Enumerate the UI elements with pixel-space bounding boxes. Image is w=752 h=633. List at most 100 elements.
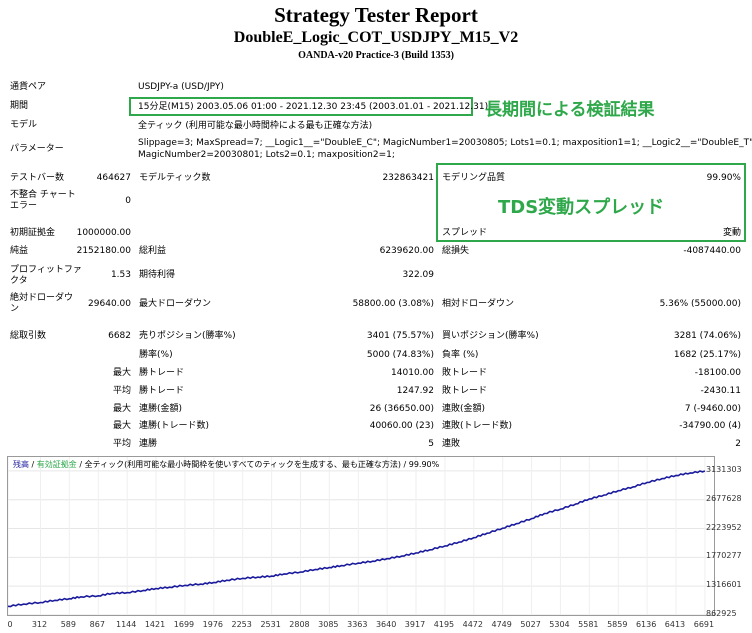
avg-win-label: 勝トレード [139, 386, 185, 396]
gross-profit-value: 6239620.00 [379, 246, 434, 256]
x-tick-label: 4472 [462, 620, 483, 629]
max-word-1: 最大 [112, 368, 131, 378]
quality-label: モデリング品質 [442, 173, 506, 183]
y-tick-label: 1770277 [706, 551, 742, 561]
x-tick-label: 3917 [404, 620, 426, 629]
long-value: 3281 (74.06%) [673, 331, 741, 341]
loss-value: 1682 (25.17%) [673, 350, 741, 360]
x-tick-label: 5581 [578, 620, 599, 629]
trades-value: 6682 [108, 331, 131, 341]
spread-label: スプレッド [442, 228, 488, 238]
spread-highlight-box [436, 163, 746, 242]
max-word-2: 最大 [112, 404, 131, 414]
x-tick-label: 312 [31, 620, 48, 629]
spread-value: 変動 [722, 228, 741, 238]
x-tick-label: 1976 [202, 620, 223, 629]
gross-loss-value: -4087440.00 [683, 246, 741, 256]
deposit-label: 初期証拠金 [10, 228, 56, 238]
avg-loss-value: -2430.11 [700, 386, 741, 396]
x-tick-label: 6691 [693, 620, 715, 629]
x-tick-label: 6413 [664, 620, 686, 629]
y-tick-label: 1316601 [706, 580, 742, 590]
payoff-label: 期待利得 [139, 270, 176, 280]
trades-label: 総取引数 [10, 331, 47, 341]
x-tick-label: 2253 [231, 620, 252, 629]
y-tick-label: 2223952 [706, 522, 742, 532]
profit-factor-label-1: プロフィットファ [10, 265, 82, 275]
bars-value: 464627 [96, 173, 131, 183]
x-tick-label: 5859 [607, 620, 628, 629]
y-tick-label: 3131303 [706, 464, 742, 474]
x-tick-label: 589 [60, 620, 76, 629]
server-info: OANDA-v20 Practice-3 (Build 1353) [298, 50, 454, 61]
short-value: 3401 (75.57%) [366, 331, 434, 341]
win-value: 5000 (74.83%) [366, 350, 434, 360]
period-highlight-box [129, 97, 473, 116]
ticks-label: モデルティック数 [139, 173, 211, 183]
mismatch-label-1: 不整合 チャート [10, 190, 76, 200]
legend-description: 全ティック(利用可能な最小時間枠を使いすべてのティックを生成する、最も正確な方法… [84, 460, 440, 469]
profit-factor-value: 1.53 [110, 270, 131, 280]
avg-consec-win-label: 連勝 [139, 439, 158, 449]
params-line-1: Slippage=3; MaxSpread=7; __Logic1__="Dou… [138, 138, 752, 148]
consec-win-cnt-label: 連勝(トレード数) [139, 421, 210, 431]
gross-profit-label: 総利益 [139, 246, 167, 256]
avg-word-1: 平均 [112, 386, 131, 396]
consec-win-amt-value: 26 (36650.00) [369, 404, 434, 414]
ea-name: DoubleE_Logic_COT_USDJPY_M15_V2 [233, 29, 519, 46]
loss-label: 負率 (%) [442, 350, 479, 360]
x-tick-label: 5304 [549, 620, 570, 629]
x-tick-label: 1144 [115, 620, 137, 629]
symbol-value: USDJPY-a (USD/JPY) [138, 82, 224, 92]
balance-chart [7, 456, 715, 616]
x-tick-label: 3640 [375, 620, 397, 629]
largest-win-label: 勝トレード [139, 368, 185, 378]
mismatch-value: 0 [125, 196, 131, 206]
rel-dd-label: 相対ドローダウン [442, 299, 515, 309]
consec-win-cnt-value: 40060.00 (23) [369, 421, 434, 431]
max-dd-value: 58800.00 (3.08%) [352, 299, 434, 309]
deposit-value: 1000000.00 [76, 228, 131, 238]
balance-chart-svg [8, 457, 714, 615]
consec-loss-cnt-label: 連敗(トレード数) [442, 421, 513, 431]
ticks-value: 232863421 [382, 173, 434, 183]
avg-win-value: 1247.92 [396, 386, 434, 396]
net-label: 純益 [10, 246, 29, 256]
x-tick-label: 1699 [173, 620, 195, 629]
x-tick-label: 3085 [318, 620, 339, 629]
consec-loss-amt-label: 連敗(金額) [442, 404, 486, 414]
x-tick-label: 2531 [260, 620, 281, 629]
profit-factor-label-2: クタ [10, 276, 28, 286]
x-tick-label: 0 [7, 620, 13, 629]
model-label: モデル [10, 120, 38, 130]
bars-label: テストバー数 [10, 173, 65, 183]
period-value: 15分足(M15) 2003.05.06 01:00 - 2021.12.30 … [138, 102, 489, 112]
consec-loss-amt-value: 7 (-9460.00) [684, 404, 741, 414]
largest-win-value: 14010.00 [391, 368, 434, 378]
y-tick-label: 2677628 [706, 493, 742, 503]
consec-loss-cnt-value: -34790.00 (4) [679, 421, 741, 431]
legend-sep-1: / [29, 460, 37, 469]
legend-balance: 残高 [13, 460, 29, 469]
x-tick-label: 1421 [144, 620, 166, 629]
win-label: 勝率(%) [139, 350, 173, 360]
model-value: 全ティック (利用可能な最小時間枠による最も正確な方法) [138, 121, 373, 131]
report-title: Strategy Tester Report [274, 3, 478, 27]
spread-annotation: TDS変動スプレッド [498, 197, 665, 218]
net-value: 2152180.00 [76, 246, 131, 256]
long-label: 買いポジション(勝率%) [442, 331, 539, 341]
period-annotation: 長期間による検証結果 [485, 100, 655, 120]
balance-line [8, 470, 706, 608]
params-label: パラメーター [10, 144, 64, 154]
max-dd-label: 最大ドローダウン [139, 299, 212, 309]
abs-dd-value: 29640.00 [88, 299, 131, 309]
largest-loss-label: 敗トレード [442, 368, 488, 378]
y-tick-label: 862925 [706, 609, 737, 618]
x-tick-label: 3363 [347, 620, 368, 629]
legend-equity: 有効証拠金 [36, 460, 77, 469]
chart-legend: 残高 / 有効証拠金 / 全ティック(利用可能な最小時間枠を使いすべてのティック… [13, 459, 439, 470]
x-tick-label: 2808 [289, 620, 310, 629]
x-tick-label: 4749 [491, 620, 512, 629]
mismatch-label-2: エラー [10, 201, 38, 211]
x-tick-label: 6136 [635, 620, 657, 629]
